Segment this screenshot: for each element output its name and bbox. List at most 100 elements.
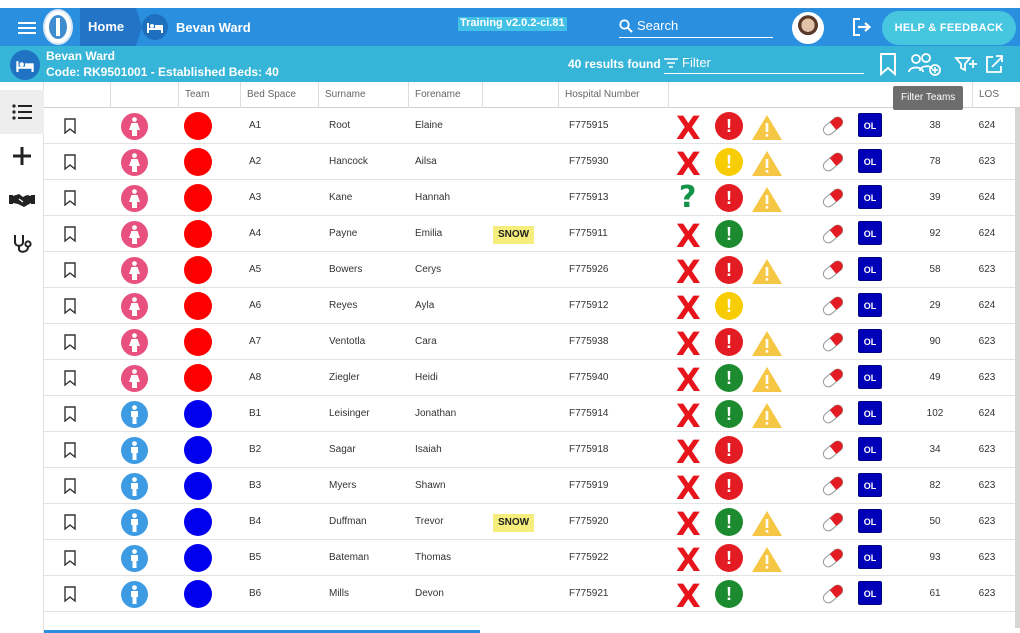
bookmark-icon[interactable] [64, 514, 76, 531]
bookmark-filter-icon[interactable] [876, 52, 900, 76]
col-flags[interactable] [482, 82, 558, 108]
filter-input[interactable]: Filter [664, 52, 864, 74]
table-row[interactable]: A4 Payne Emilia SNOW F775911 X! OL 92 624 [44, 216, 1020, 252]
col-surname[interactable]: Surname [318, 82, 408, 108]
alert-icon[interactable]: ! [715, 148, 743, 176]
question-icon[interactable]: ? [679, 180, 697, 215]
col-team[interactable]: Team [178, 82, 240, 108]
table-row[interactable]: B1 Leisinger Jonathan F775914 X! OL 102 624 [44, 396, 1020, 432]
ol-badge[interactable]: OL [858, 365, 882, 389]
alert-icon[interactable]: ! [715, 292, 743, 320]
medication-icon[interactable] [820, 114, 846, 138]
cross-icon[interactable]: X [676, 505, 701, 543]
col-status[interactable] [668, 82, 868, 108]
ol-badge[interactable]: OL [858, 293, 882, 317]
breadcrumb-home[interactable]: Home [80, 8, 143, 46]
warning-icon[interactable] [751, 113, 783, 141]
table-row[interactable]: A5 Bowers Cerys F775926 X! OL 58 623 [44, 252, 1020, 288]
warning-icon[interactable] [751, 257, 783, 285]
menu-icon[interactable] [18, 22, 36, 34]
breadcrumb-ward[interactable]: Bevan Ward [142, 8, 251, 46]
ol-badge[interactable]: OL [858, 185, 882, 209]
ol-badge[interactable]: OL [858, 437, 882, 461]
bookmark-icon[interactable] [64, 118, 76, 135]
bookmark-icon[interactable] [64, 334, 76, 351]
col-forename[interactable]: Forename [408, 82, 482, 108]
medication-icon[interactable] [820, 438, 846, 462]
bookmark-icon[interactable] [64, 370, 76, 387]
cross-icon[interactable]: X [676, 253, 701, 291]
medication-icon[interactable] [820, 366, 846, 390]
help-feedback-button[interactable]: HELP & FEEDBACK [882, 11, 1016, 45]
bookmark-icon[interactable] [64, 190, 76, 207]
cross-icon[interactable]: X [676, 145, 701, 183]
alert-icon[interactable]: ! [715, 220, 743, 248]
alert-icon[interactable]: ! [715, 400, 743, 428]
table-row[interactable]: B5 Bateman Thomas F775922 X! OL 93 623 [44, 540, 1020, 576]
medication-icon[interactable] [820, 510, 846, 534]
bookmark-icon[interactable] [64, 550, 76, 567]
table-row[interactable]: B3 Myers Shawn F775919 X! OL 82 623 [44, 468, 1020, 504]
cross-icon[interactable]: X [676, 217, 701, 255]
alert-icon[interactable]: ! [715, 544, 743, 572]
horizontal-scrollbar[interactable] [44, 630, 480, 633]
ol-badge[interactable]: OL [858, 401, 882, 425]
ol-badge[interactable]: OL [858, 221, 882, 245]
medication-icon[interactable] [820, 150, 846, 174]
bookmark-icon[interactable] [64, 586, 76, 603]
open-external-icon[interactable] [984, 52, 1004, 76]
cross-icon[interactable]: X [676, 325, 701, 363]
warning-icon[interactable] [751, 509, 783, 537]
cross-icon[interactable]: X [676, 289, 701, 327]
table-row[interactable]: B6 Mills Devon F775921 X! OL 61 623 [44, 576, 1020, 612]
table-row[interactable]: A6 Reyes Ayla F775912 X! OL 29 624 [44, 288, 1020, 324]
alert-icon[interactable]: ! [715, 112, 743, 140]
table-row[interactable]: A1 Root Elaine F775915 X! OL 38 624 [44, 108, 1020, 144]
sidebar-item-add[interactable] [0, 134, 44, 178]
cross-icon[interactable]: X [676, 469, 701, 507]
user-avatar[interactable] [792, 12, 824, 44]
ol-badge[interactable]: OL [858, 113, 882, 137]
medication-icon[interactable] [820, 258, 846, 282]
sidebar-item-list[interactable] [0, 90, 44, 134]
alert-icon[interactable]: ! [715, 184, 743, 212]
ol-badge[interactable]: OL [858, 509, 882, 533]
bookmark-icon[interactable] [64, 406, 76, 423]
col-bed-space[interactable]: Bed Space [240, 82, 318, 108]
sidebar-item-clinical[interactable] [0, 222, 44, 266]
medication-icon[interactable] [820, 402, 846, 426]
alert-icon[interactable]: ! [715, 580, 743, 608]
col-hospital-number[interactable]: Hospital Number [558, 82, 668, 108]
alert-icon[interactable]: ! [715, 256, 743, 284]
add-filter-icon[interactable] [954, 52, 978, 76]
ol-badge[interactable]: OL [858, 545, 882, 569]
cross-icon[interactable]: X [676, 433, 701, 471]
medication-icon[interactable] [820, 222, 846, 246]
medication-icon[interactable] [820, 186, 846, 210]
bookmark-icon[interactable] [64, 154, 76, 171]
table-row[interactable]: A8 Ziegler Heidi F775940 X! OL 49 623 [44, 360, 1020, 396]
search-input[interactable]: Search [619, 14, 773, 38]
warning-icon[interactable] [751, 545, 783, 573]
medication-icon[interactable] [820, 294, 846, 318]
vertical-scrollbar[interactable] [1015, 108, 1020, 628]
bookmark-icon[interactable] [64, 442, 76, 459]
col-los[interactable]: LOS [972, 82, 1020, 108]
ol-badge[interactable]: OL [858, 257, 882, 281]
warning-icon[interactable] [751, 149, 783, 177]
col-gender[interactable] [110, 82, 178, 108]
medication-icon[interactable] [820, 330, 846, 354]
bookmark-icon[interactable] [64, 226, 76, 243]
table-row[interactable]: A3 Kane Hannah F775913?! OL 39 624 [44, 180, 1020, 216]
warning-icon[interactable] [751, 329, 783, 357]
warning-icon[interactable] [751, 185, 783, 213]
table-row[interactable]: A2 Hancock Ailsa F775930 X! OL 78 623 [44, 144, 1020, 180]
warning-icon[interactable] [751, 365, 783, 393]
ol-badge[interactable]: OL [858, 473, 882, 497]
alert-icon[interactable]: ! [715, 328, 743, 356]
bookmark-icon[interactable] [64, 478, 76, 495]
logout-icon[interactable] [852, 18, 872, 36]
alert-icon[interactable]: ! [715, 436, 743, 464]
medication-icon[interactable] [820, 474, 846, 498]
cross-icon[interactable]: X [676, 541, 701, 579]
